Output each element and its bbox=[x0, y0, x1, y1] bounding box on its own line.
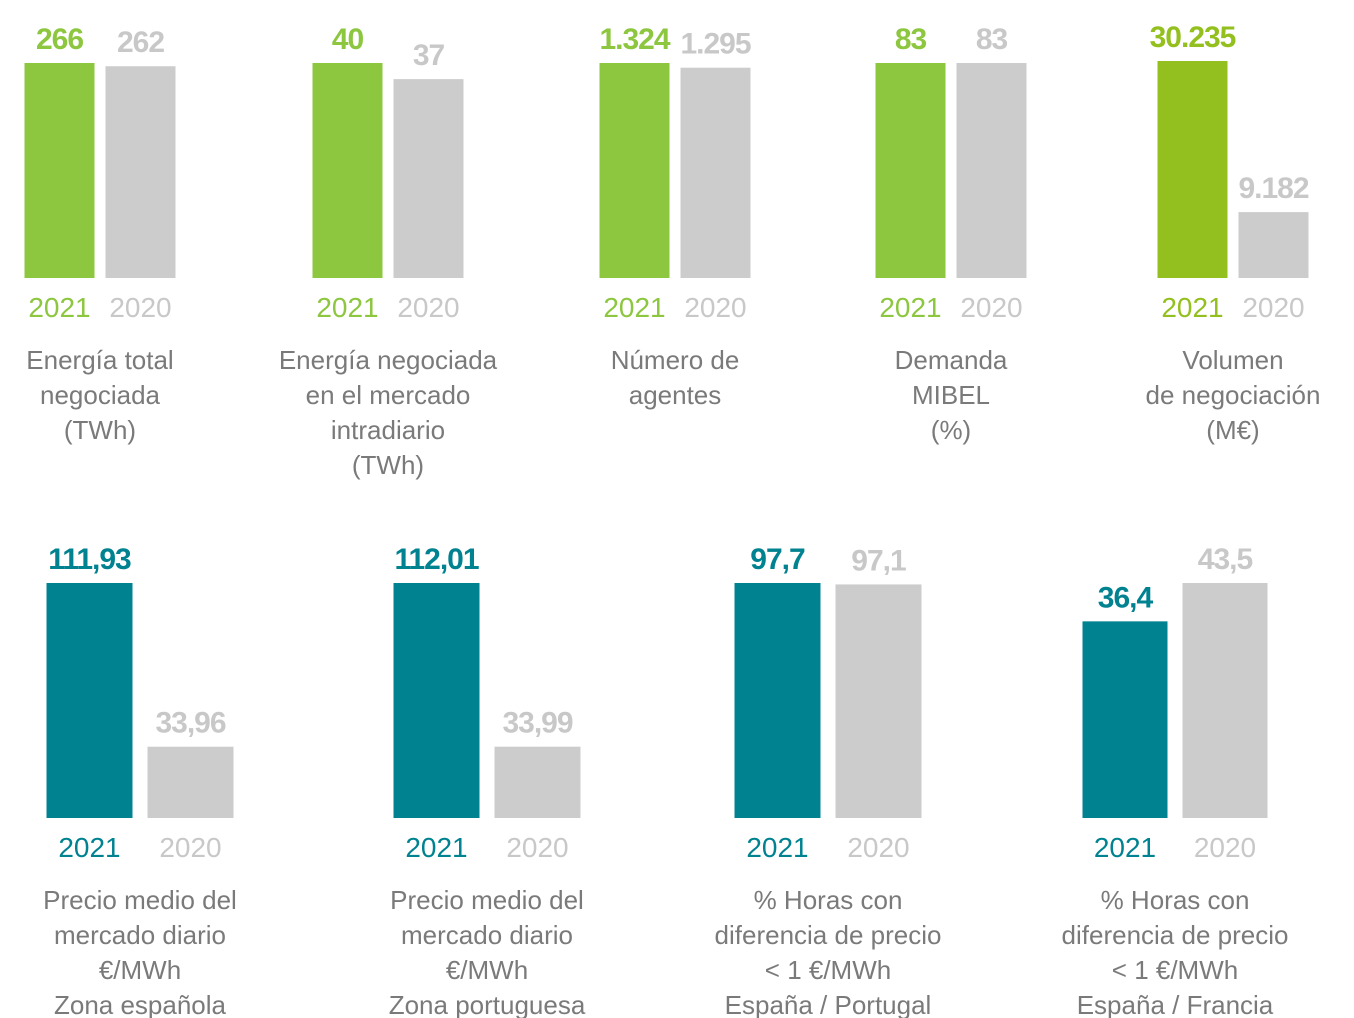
value-label: 111,93 bbox=[48, 543, 131, 576]
year-label: 2020 bbox=[847, 832, 909, 863]
chart-title: (TWh) bbox=[352, 450, 424, 480]
chart-title: diferencia de precio bbox=[715, 920, 942, 950]
year-label: 2020 bbox=[960, 292, 1022, 323]
bar bbox=[494, 746, 581, 818]
chart-title: % Horas con bbox=[1101, 885, 1250, 915]
year-label: 2021 bbox=[879, 292, 941, 323]
year-label: 2021 bbox=[746, 832, 808, 863]
chart-title: de negociación bbox=[1146, 380, 1321, 410]
year-label: 2020 bbox=[506, 832, 568, 863]
bar bbox=[599, 63, 670, 278]
chart-title: Energía negociada bbox=[279, 345, 498, 375]
bar bbox=[393, 583, 480, 818]
chart-title: negociada bbox=[40, 380, 161, 410]
value-label: 40 bbox=[332, 23, 364, 56]
bar bbox=[312, 63, 383, 278]
year-label: 2021 bbox=[603, 292, 665, 323]
chart-title: Volumen bbox=[1182, 345, 1283, 375]
year-label: 2021 bbox=[1094, 832, 1156, 863]
chart-title: diferencia de precio bbox=[1062, 920, 1289, 950]
value-label: 43,5 bbox=[1198, 543, 1253, 576]
chart-title: en el mercado bbox=[306, 380, 471, 410]
year-label: 2020 bbox=[397, 292, 459, 323]
chart-title: Zona española bbox=[54, 990, 227, 1018]
bar bbox=[393, 79, 464, 278]
chart-title: (%) bbox=[931, 415, 971, 445]
chart-title: Precio medio del bbox=[43, 885, 237, 915]
year-label: 2020 bbox=[1194, 832, 1256, 863]
year-label: 2020 bbox=[109, 292, 171, 323]
bar bbox=[1238, 212, 1309, 278]
value-label: 112,01 bbox=[394, 543, 478, 576]
bar bbox=[1082, 621, 1168, 818]
chart-title: (M€) bbox=[1206, 415, 1259, 445]
bar bbox=[956, 63, 1027, 278]
bar bbox=[46, 583, 133, 818]
year-label: 2020 bbox=[1242, 292, 1304, 323]
value-label: 33,99 bbox=[502, 707, 572, 740]
bar bbox=[105, 66, 176, 278]
chart-title: €/MWh bbox=[99, 955, 181, 985]
bar bbox=[147, 746, 234, 818]
chart-title: España / Portugal bbox=[725, 990, 932, 1018]
chart-title: mercado diario bbox=[54, 920, 226, 950]
value-label: 37 bbox=[413, 39, 445, 72]
bar bbox=[1182, 583, 1268, 818]
value-label: 83 bbox=[895, 23, 927, 56]
value-label: 262 bbox=[117, 26, 164, 59]
chart-title: España / Francia bbox=[1077, 990, 1274, 1018]
bar bbox=[680, 67, 751, 278]
bar bbox=[875, 63, 946, 278]
value-label: 9.182 bbox=[1238, 172, 1308, 205]
chart-title: Número de bbox=[611, 345, 740, 375]
year-label: 2021 bbox=[316, 292, 378, 323]
value-label: 266 bbox=[36, 23, 83, 56]
bar bbox=[1157, 61, 1228, 278]
value-label: 97,1 bbox=[851, 544, 906, 577]
chart-title: €/MWh bbox=[446, 955, 528, 985]
value-label: 83 bbox=[976, 23, 1008, 56]
bar bbox=[835, 584, 922, 818]
chart-title: MIBEL bbox=[912, 380, 990, 410]
chart-title: % Horas con bbox=[754, 885, 903, 915]
chart-title: agentes bbox=[629, 380, 722, 410]
year-label: 2021 bbox=[1161, 292, 1223, 323]
chart-title: Energía total bbox=[26, 345, 173, 375]
chart-title: < 1 €/MWh bbox=[765, 955, 891, 985]
chart-title: (TWh) bbox=[64, 415, 136, 445]
value-label: 30.235 bbox=[1150, 21, 1236, 54]
year-label: 2020 bbox=[159, 832, 221, 863]
year-label: 2020 bbox=[684, 292, 746, 323]
year-label: 2021 bbox=[28, 292, 90, 323]
chart-title: Precio medio del bbox=[390, 885, 584, 915]
value-label: 97,7 bbox=[750, 543, 805, 576]
year-label: 2021 bbox=[405, 832, 467, 863]
value-label: 1.295 bbox=[680, 28, 750, 61]
value-label: 36,4 bbox=[1098, 581, 1154, 614]
chart-title: Demanda bbox=[895, 345, 1008, 375]
chart-title: Zona portuguesa bbox=[389, 990, 586, 1018]
chart-title: mercado diario bbox=[401, 920, 573, 950]
chart-title: intradiario bbox=[331, 415, 445, 445]
value-label: 1.324 bbox=[599, 23, 670, 56]
bar bbox=[734, 583, 821, 818]
value-label: 33,96 bbox=[155, 707, 225, 740]
chart-title: < 1 €/MWh bbox=[1112, 955, 1238, 985]
year-label: 2021 bbox=[58, 832, 120, 863]
bar bbox=[24, 63, 95, 278]
